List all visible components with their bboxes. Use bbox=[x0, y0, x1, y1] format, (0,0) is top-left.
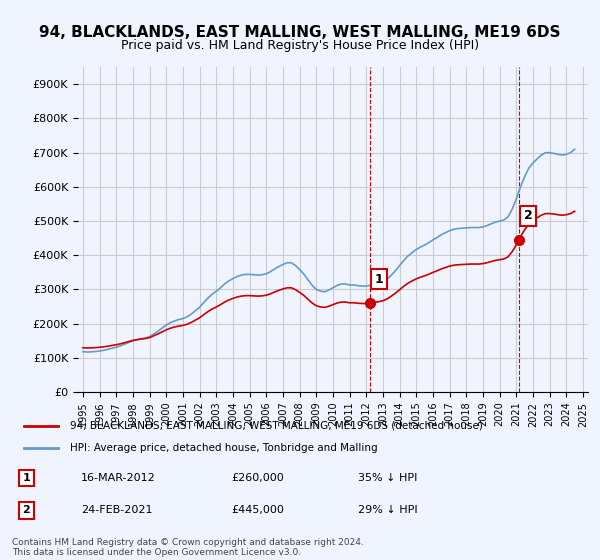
Text: Price paid vs. HM Land Registry's House Price Index (HPI): Price paid vs. HM Land Registry's House … bbox=[121, 39, 479, 52]
Text: 16-MAR-2012: 16-MAR-2012 bbox=[81, 473, 156, 483]
Text: 1: 1 bbox=[374, 273, 383, 286]
Text: 94, BLACKLANDS, EAST MALLING, WEST MALLING, ME19 6DS (detached house): 94, BLACKLANDS, EAST MALLING, WEST MALLI… bbox=[70, 421, 482, 431]
Text: 24-FEB-2021: 24-FEB-2021 bbox=[81, 505, 152, 515]
Text: 2: 2 bbox=[23, 505, 30, 515]
Text: HPI: Average price, detached house, Tonbridge and Malling: HPI: Average price, detached house, Tonb… bbox=[70, 443, 377, 453]
Text: £260,000: £260,000 bbox=[231, 473, 284, 483]
Text: 94, BLACKLANDS, EAST MALLING, WEST MALLING, ME19 6DS: 94, BLACKLANDS, EAST MALLING, WEST MALLI… bbox=[39, 25, 561, 40]
Text: 35% ↓ HPI: 35% ↓ HPI bbox=[358, 473, 417, 483]
Text: £445,000: £445,000 bbox=[231, 505, 284, 515]
Text: 2: 2 bbox=[524, 209, 533, 222]
Text: 1: 1 bbox=[23, 473, 30, 483]
Text: 29% ↓ HPI: 29% ↓ HPI bbox=[358, 505, 417, 515]
Text: Contains HM Land Registry data © Crown copyright and database right 2024.
This d: Contains HM Land Registry data © Crown c… bbox=[12, 538, 364, 557]
